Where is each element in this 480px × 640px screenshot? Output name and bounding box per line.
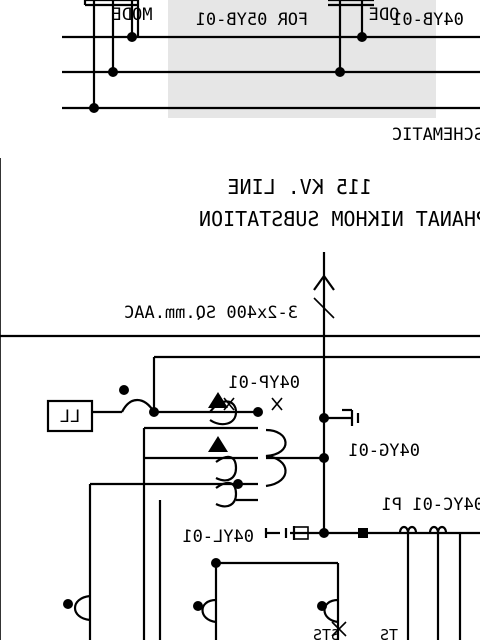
conductor-tick xyxy=(313,297,335,319)
fuse-dot xyxy=(119,385,129,395)
label-sts: STS xyxy=(313,626,340,640)
junction-dot xyxy=(253,407,263,417)
tick-mark xyxy=(223,397,235,411)
label-04yp: 04YP-01 xyxy=(228,373,300,393)
arrow-up xyxy=(313,274,335,291)
tick-mark xyxy=(271,397,283,411)
switch-arc-mid xyxy=(201,598,217,624)
title-substation: PHANAT NIKHOM SUBSTATION xyxy=(199,207,480,231)
label-schematic: SCHEMATIC xyxy=(392,125,480,145)
junction-dot xyxy=(233,479,243,489)
coil-b xyxy=(215,455,238,482)
label-conductor: 3-2x400 SQ.mm.AAC xyxy=(124,303,298,323)
junction-dot xyxy=(211,558,221,568)
title-line: 115 KV. LINE xyxy=(228,175,373,199)
label-model-left: MODE xyxy=(112,5,153,25)
label-for-05yb: FOR 05YB-01 xyxy=(196,10,309,30)
junction-dot xyxy=(127,32,137,42)
label-model-right: ODE xyxy=(369,5,400,25)
junction-dot xyxy=(357,32,367,42)
junction-dot xyxy=(319,528,329,538)
ll-box xyxy=(46,399,94,433)
polarity-triangle xyxy=(208,392,228,408)
transformer-secondary xyxy=(265,428,287,488)
label-ts: TS xyxy=(380,626,398,640)
label-ll: LL xyxy=(60,407,80,427)
main-panel xyxy=(0,252,480,640)
fuse-arc xyxy=(121,398,155,413)
top-panel xyxy=(62,0,480,118)
junction-dot xyxy=(319,413,329,423)
switch-dot xyxy=(193,601,203,611)
tick-mark xyxy=(331,621,347,637)
highlight-region xyxy=(168,0,436,118)
label-04yg: 04YG-01 xyxy=(348,441,420,461)
polarity-triangle xyxy=(208,436,228,452)
junction-dot xyxy=(89,103,99,113)
switch-arc-left xyxy=(73,594,91,622)
switch-dot xyxy=(63,599,73,609)
label-04yl: 04YL-01 xyxy=(182,527,254,547)
label-04yc: 04YC-01 P1 xyxy=(382,495,480,515)
p1-marker xyxy=(358,528,368,538)
switch-dot xyxy=(317,601,327,611)
coil-c xyxy=(215,481,238,508)
label-04yb: 04YB-01 xyxy=(392,10,464,30)
labels: MODE ODE FOR 05YB-01 04YB-01 SCHEMATIC 1… xyxy=(60,5,480,640)
switch-arc-right xyxy=(323,598,339,624)
junction-dot xyxy=(335,67,345,77)
junction-dot xyxy=(108,67,118,77)
